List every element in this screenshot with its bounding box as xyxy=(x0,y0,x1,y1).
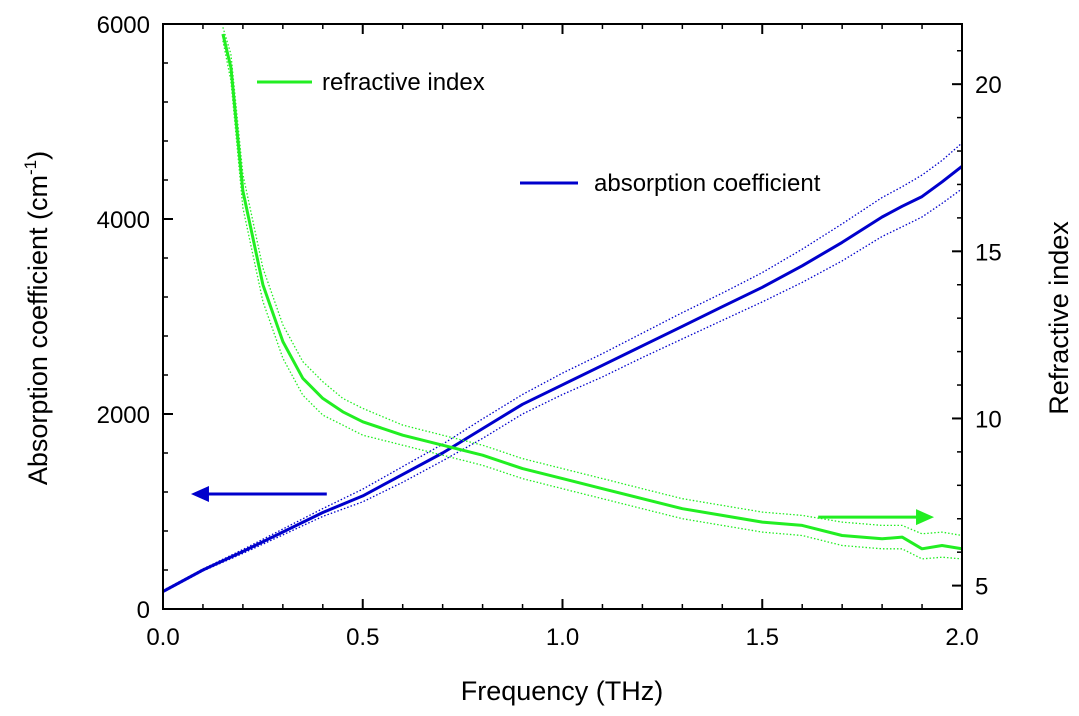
y-right-tick-label: 15 xyxy=(975,239,1002,266)
right-arrow-head xyxy=(916,509,935,526)
refractive-line xyxy=(221,33,962,551)
x-tick-label: 0.0 xyxy=(146,624,179,651)
refractive-band-upper xyxy=(222,27,962,537)
x-tick-label: 0.5 xyxy=(346,624,379,651)
left-arrow-head xyxy=(190,485,209,502)
y-right-tick-label: 10 xyxy=(975,406,1002,433)
y-left-title-base: Absorption coefficient (cm xyxy=(23,175,53,485)
y-right-tick-label: 20 xyxy=(975,72,1002,99)
x-axis-title: Frequency (THz) xyxy=(461,676,664,706)
plot-frame xyxy=(162,23,963,610)
legend: refractive index absorption coefficient xyxy=(257,69,821,197)
y-right-axis-title: Refractive index xyxy=(1044,221,1074,415)
absorption-line xyxy=(163,165,962,593)
refractive-band-lower xyxy=(222,40,962,560)
y-left-tick-label: 6000 xyxy=(97,12,150,39)
absorption-band-lower xyxy=(163,188,962,593)
legend-label-refractive: refractive index xyxy=(322,69,485,96)
y-left-axis-title: Absorption coefficient (cm-1) xyxy=(21,151,53,485)
y-left-title-close: ) xyxy=(23,151,53,160)
y-left-tick-label: 4000 xyxy=(97,207,150,234)
y-left-tick-label: 2000 xyxy=(97,402,150,429)
x-tick-label: 1.5 xyxy=(746,624,779,651)
x-tick-label: 2.0 xyxy=(945,624,978,651)
y-left-title-sup: -1 xyxy=(21,160,40,175)
legend-label-absorption: absorption coefficient xyxy=(594,170,821,197)
y-left-tick-label: 0 xyxy=(137,597,150,624)
x-tick-label: 1.0 xyxy=(546,624,579,651)
absorption-band-upper xyxy=(163,142,962,592)
y-right-tick-label: 5 xyxy=(975,574,988,601)
